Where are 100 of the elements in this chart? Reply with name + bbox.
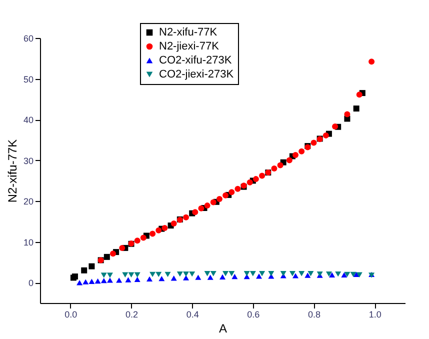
point: [250, 271, 256, 276]
point: [310, 140, 317, 146]
point: [88, 263, 95, 270]
point: [222, 192, 229, 198]
point: [252, 176, 259, 182]
point: [192, 209, 198, 216]
point: [183, 214, 189, 220]
point: [104, 254, 110, 260]
point: [183, 271, 189, 277]
point: [100, 278, 107, 284]
x-tick-label: 0.4: [186, 310, 199, 320]
point: [81, 267, 88, 274]
point: [259, 271, 266, 276]
point: [292, 273, 298, 278]
point: [322, 132, 329, 138]
point: [198, 205, 204, 212]
point: [286, 157, 292, 164]
point: [82, 279, 89, 284]
point: [356, 272, 362, 278]
point: [268, 271, 274, 276]
point: [222, 271, 229, 276]
point: [228, 271, 235, 276]
point: [329, 272, 335, 278]
point: [353, 106, 360, 112]
point: [308, 271, 314, 276]
point: [356, 92, 362, 98]
point: [106, 272, 113, 278]
point: [210, 271, 216, 276]
point: [128, 272, 134, 278]
point: [207, 274, 214, 280]
point: [156, 272, 162, 278]
point: [228, 189, 235, 196]
point: [216, 196, 222, 202]
y-tick-label: 40: [23, 115, 34, 126]
x-tick-label: 1.0: [368, 310, 382, 320]
point: [134, 276, 140, 282]
point: [220, 274, 226, 280]
point: [189, 271, 196, 277]
y-tick-label: 20: [23, 196, 34, 207]
point: [244, 271, 250, 276]
point: [106, 278, 113, 283]
point: [304, 272, 311, 278]
point: [232, 274, 238, 280]
point: [344, 272, 350, 278]
point: [292, 152, 298, 158]
point: [134, 272, 140, 278]
legend-label: N2-jiexi-77K: [159, 40, 220, 52]
point: [350, 272, 356, 278]
point: [162, 224, 168, 231]
point: [156, 227, 162, 234]
point: [110, 250, 116, 257]
y-tick-label: 60: [23, 34, 34, 44]
point: [140, 234, 146, 241]
point: [116, 278, 122, 283]
point: [170, 276, 177, 281]
x-tick-label: 0.8: [308, 310, 321, 320]
point: [204, 202, 210, 209]
point: [183, 275, 189, 280]
point: [335, 271, 342, 277]
point: [150, 272, 156, 278]
point: [122, 272, 128, 278]
point: [210, 199, 216, 206]
point: [298, 148, 305, 154]
legend-label: CO2-jiexi-273K: [159, 68, 234, 80]
point: [326, 271, 332, 277]
y-tick-label: 0: [28, 278, 34, 288]
y-tick-label: 50: [23, 74, 34, 84]
point: [195, 274, 202, 280]
x-tick-label: 0.2: [125, 310, 138, 320]
legend-label: CO2-xifu-273K: [159, 54, 232, 66]
point: [146, 276, 152, 282]
point: [289, 271, 296, 276]
point: [119, 244, 126, 251]
point: [368, 58, 375, 65]
point: [164, 272, 171, 278]
point: [176, 271, 183, 277]
point: [341, 272, 348, 278]
point: [234, 186, 241, 192]
point: [134, 238, 140, 244]
point: [259, 172, 266, 179]
point: [94, 278, 101, 284]
y-tick-label: 10: [23, 237, 34, 248]
point: [344, 111, 350, 118]
y-tick-label: 30: [23, 156, 34, 166]
legend-label: N2-xifu-77K: [159, 26, 218, 38]
point: [76, 280, 83, 286]
point: [158, 276, 165, 282]
point: [88, 278, 95, 284]
point: [277, 162, 284, 168]
point: [100, 272, 107, 278]
point: [271, 165, 278, 172]
point: [150, 230, 156, 237]
point: [332, 123, 338, 130]
point: [125, 277, 132, 282]
point: [298, 271, 305, 276]
x-tick-label: 0.6: [247, 310, 260, 320]
y-axis-title: N2-xifu-77K: [5, 139, 20, 203]
point: [256, 273, 262, 279]
point: [170, 220, 177, 226]
x-axis-title: A: [218, 322, 228, 336]
